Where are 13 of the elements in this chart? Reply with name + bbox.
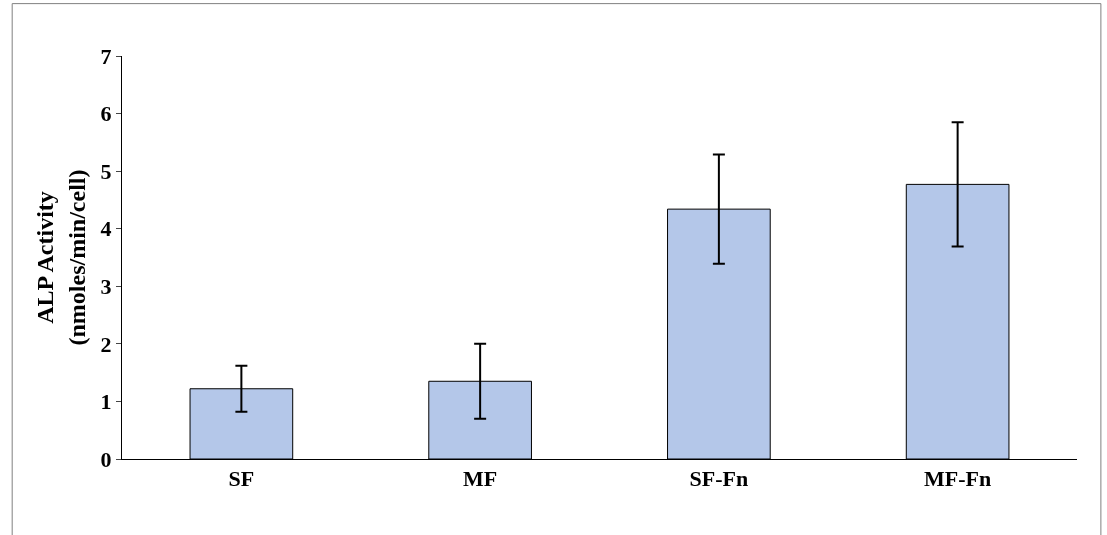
x-tick-label: MF-Fn <box>924 466 992 492</box>
x-tick-label: MF <box>463 466 498 492</box>
x-tick-label: SF <box>228 466 255 492</box>
y-tick-label: 4 <box>100 216 112 242</box>
y-tick-label: 7 <box>100 43 112 69</box>
y-tick-label: 6 <box>100 101 112 127</box>
y-tick-label: 1 <box>100 389 112 415</box>
y-tick-label: 5 <box>100 158 112 184</box>
x-tick-label: SF-Fn <box>689 466 749 492</box>
y-axis-title: ALP Activity (nmoles/min/cell) <box>32 169 90 346</box>
y-tick-label: 3 <box>100 273 112 299</box>
y-tick-label: 0 <box>100 446 112 472</box>
y-tick-label: 2 <box>100 331 112 357</box>
